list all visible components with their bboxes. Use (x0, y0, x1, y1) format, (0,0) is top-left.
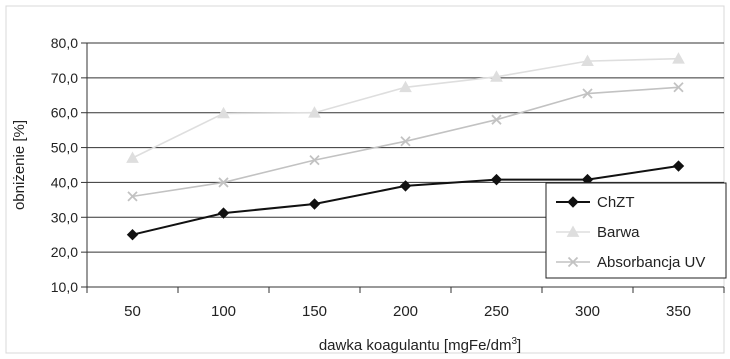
y-tick-label-20: 20,0 (51, 244, 78, 260)
series-barwa (126, 52, 685, 163)
y-axis-title: obniżenie [%] (11, 120, 28, 210)
point-barwa-300 (581, 54, 594, 67)
point-absorbancja-uv-50-stroke-b (127, 191, 138, 202)
axes (81, 42, 725, 293)
point-absorbancja-uv-200-stroke-b (400, 136, 411, 147)
point-absorbancja-uv-250 (491, 114, 502, 125)
legend-label-chzt: ChZT (597, 194, 635, 211)
series-layer (126, 52, 685, 241)
x-tick-label-50: 50 (124, 303, 141, 320)
y-tick-label-70: 70,0 (51, 70, 78, 86)
x-tick-label-150: 150 (302, 303, 327, 320)
point-chzt-250 (490, 173, 503, 186)
point-absorbancja-uv-250-stroke-b (491, 114, 502, 125)
legend-item-absorbancja-uv: Absorbancja UV (556, 254, 705, 271)
x-tick-label-300: 300 (575, 303, 600, 320)
point-chzt-350 (672, 160, 685, 172)
x-axis-title-main: dawka koagulantu [mgFe/dm (319, 337, 512, 354)
point-barwa-250 (490, 70, 503, 82)
point-chzt-200 (399, 180, 412, 192)
y-tick-label-30: 30,0 (51, 209, 78, 225)
chart-frame (5, 5, 725, 354)
series-absorbancja-uv (127, 82, 684, 202)
x-axis-title-suffix: ] (517, 337, 521, 354)
point-absorbancja-uv-150-stroke-b (309, 154, 320, 166)
y-tick-label-10: 10,0 (51, 279, 78, 295)
y-tick-label-40: 40,0 (51, 174, 78, 190)
x-tick-label-200: 200 (393, 303, 418, 320)
x-axis-title: dawka koagulantu [mgFe/dm3] (319, 336, 521, 354)
point-absorbancja-uv-100-stroke-b (218, 177, 229, 188)
point-absorbancja-uv-300 (582, 88, 593, 99)
point-absorbancja-uv-350 (673, 82, 684, 93)
x-tick-label-350: 350 (666, 303, 691, 320)
y-tick-label-60: 60,0 (51, 105, 78, 121)
point-barwa-150 (308, 106, 321, 118)
legend-label-absorbancja-uv: Absorbancja UV (597, 254, 705, 271)
x-tick-label-100: 100 (211, 303, 236, 320)
legend-item-chzt: ChZT (556, 194, 635, 211)
point-barwa-200 (399, 80, 412, 93)
point-absorbancja-uv-100 (218, 177, 229, 188)
y-tick-label-50: 50,0 (51, 140, 78, 156)
x-tick-label-250: 250 (484, 303, 509, 320)
point-barwa-100 (217, 106, 230, 119)
series-chzt (126, 160, 685, 241)
legend-swatch-marker-absorbancja-uv (567, 256, 579, 268)
grid-lines (87, 42, 724, 288)
tick-labels: 10,0 20,0 30,0 40,0 50,0 60,0 70,0 80,0 50 100 150… (51, 35, 691, 320)
point-chzt-50 (126, 229, 139, 241)
point-absorbancja-uv-150 (309, 154, 320, 166)
legend: ChZT Barwa Absorbancja UV (545, 182, 727, 279)
legend-label-barwa: Barwa (597, 224, 640, 241)
legend-swatch-marker-absorbancja-uv-stroke-b (567, 256, 579, 268)
x-axis-title-superscript: 3 (511, 336, 517, 347)
point-barwa-50 (126, 151, 139, 163)
point-absorbancja-uv-300-stroke-b (582, 88, 593, 99)
point-absorbancja-uv-50 (127, 191, 138, 202)
legend-swatch-marker-chzt (567, 196, 579, 208)
legend-swatch-marker-barwa (566, 225, 580, 237)
legend-item-barwa: Barwa (556, 224, 640, 241)
point-absorbancja-uv-200 (400, 136, 411, 147)
point-absorbancja-uv-350-stroke-b (673, 82, 684, 93)
point-chzt-100 (217, 207, 230, 219)
y-tick-label-80: 80,0 (51, 35, 78, 51)
point-chzt-150 (308, 198, 321, 210)
point-barwa-350 (672, 52, 685, 64)
